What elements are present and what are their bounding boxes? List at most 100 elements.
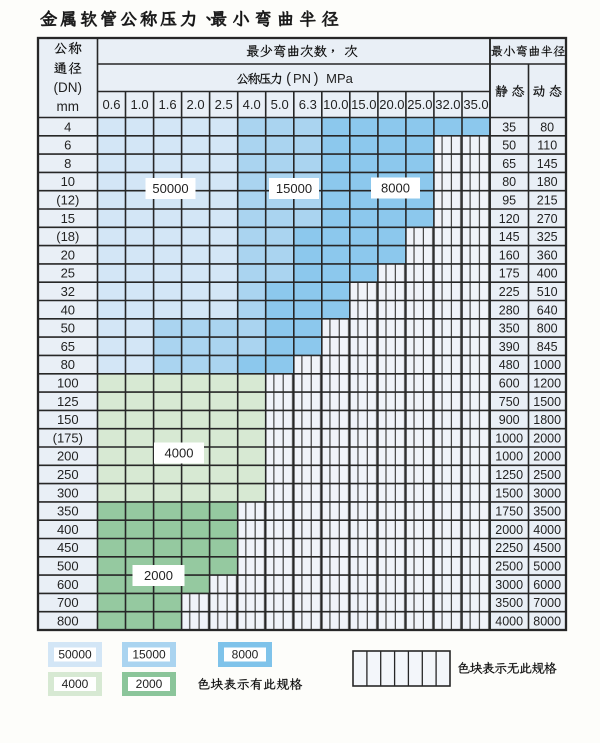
svg-text:8000: 8000: [533, 614, 561, 628]
svg-text:2000: 2000: [136, 677, 163, 691]
svg-text:1.0: 1.0: [131, 97, 149, 112]
svg-text:5000: 5000: [533, 560, 561, 574]
svg-text:15000: 15000: [276, 181, 312, 196]
svg-text:1500: 1500: [495, 486, 523, 500]
svg-text:145: 145: [537, 157, 558, 171]
svg-text:400: 400: [537, 267, 558, 281]
svg-text:80: 80: [502, 175, 516, 189]
svg-text:6000: 6000: [533, 578, 561, 592]
svg-text:280: 280: [499, 303, 520, 317]
svg-text:25.0: 25.0: [407, 97, 432, 112]
svg-text:500: 500: [57, 559, 79, 574]
svg-text:1000: 1000: [495, 450, 523, 464]
svg-text:(DN): (DN): [54, 80, 83, 95]
svg-text:3500: 3500: [533, 505, 561, 519]
svg-text:35: 35: [502, 120, 516, 134]
svg-text:1000: 1000: [495, 431, 523, 445]
svg-text:80: 80: [540, 120, 554, 134]
svg-text:2000: 2000: [495, 523, 523, 537]
svg-text:1800: 1800: [533, 413, 561, 427]
svg-text:2.5: 2.5: [215, 97, 233, 112]
svg-text:1500: 1500: [533, 395, 561, 409]
svg-text:4000: 4000: [533, 523, 561, 537]
svg-text:200: 200: [57, 449, 79, 464]
svg-text:mm: mm: [57, 99, 80, 114]
svg-text:750: 750: [499, 395, 520, 409]
svg-text:800: 800: [57, 613, 79, 628]
svg-text:175: 175: [499, 267, 520, 281]
svg-text:25: 25: [61, 266, 75, 281]
svg-text:4500: 4500: [533, 541, 561, 555]
svg-text:MPa: MPa: [326, 71, 354, 86]
svg-text:845: 845: [537, 340, 558, 354]
svg-text:1750: 1750: [495, 505, 523, 519]
svg-text:2500: 2500: [495, 560, 523, 574]
svg-text:700: 700: [57, 595, 79, 610]
svg-text:1.6: 1.6: [159, 97, 177, 112]
svg-text:1200: 1200: [533, 377, 561, 391]
svg-text:215: 215: [537, 194, 558, 208]
svg-text:120: 120: [499, 212, 520, 226]
svg-text:10.0: 10.0: [323, 97, 348, 112]
svg-text:(: (: [286, 71, 291, 87]
svg-text:(12): (12): [56, 193, 79, 208]
svg-text:450: 450: [57, 540, 79, 555]
svg-text:15.0: 15.0: [351, 97, 376, 112]
svg-text:400: 400: [57, 522, 79, 537]
svg-text:10: 10: [61, 174, 75, 189]
svg-text:2000: 2000: [533, 431, 561, 445]
svg-text:480: 480: [499, 358, 520, 372]
svg-text:65: 65: [61, 339, 75, 354]
svg-text:20: 20: [61, 247, 75, 262]
svg-text:40: 40: [61, 302, 75, 317]
svg-text:3000: 3000: [495, 578, 523, 592]
svg-text:160: 160: [499, 248, 520, 262]
svg-text:50: 50: [502, 139, 516, 153]
svg-text:100: 100: [57, 376, 79, 391]
svg-text:150: 150: [57, 412, 79, 427]
svg-text:20.0: 20.0: [379, 97, 404, 112]
svg-text:110: 110: [537, 139, 557, 153]
svg-text:250: 250: [57, 467, 79, 482]
svg-text:(175): (175): [53, 430, 83, 445]
svg-text:270: 270: [537, 212, 558, 226]
svg-text:6: 6: [64, 138, 71, 153]
svg-text:50: 50: [61, 321, 75, 336]
svg-text:2000: 2000: [144, 568, 173, 583]
svg-text:325: 325: [537, 230, 558, 244]
svg-text:15: 15: [61, 211, 75, 226]
svg-text:5.0: 5.0: [271, 97, 289, 112]
svg-text:2500: 2500: [533, 468, 561, 482]
svg-text:95: 95: [502, 194, 516, 208]
svg-text:3500: 3500: [495, 596, 523, 610]
svg-text:350: 350: [499, 322, 520, 336]
svg-text:4: 4: [64, 119, 71, 134]
svg-text:125: 125: [57, 394, 79, 409]
svg-text:80: 80: [61, 357, 75, 372]
svg-text:8000: 8000: [381, 181, 410, 196]
svg-text:300: 300: [57, 485, 79, 500]
svg-text:2250: 2250: [495, 541, 523, 555]
svg-text:2.0: 2.0: [187, 97, 205, 112]
svg-text:510: 510: [537, 285, 558, 299]
svg-text:8000: 8000: [232, 648, 259, 662]
svg-text:225: 225: [499, 285, 520, 299]
svg-text:35.0: 35.0: [463, 97, 488, 112]
svg-text:4000: 4000: [165, 446, 194, 461]
svg-text:0.6: 0.6: [102, 97, 120, 112]
svg-text:600: 600: [499, 377, 520, 391]
svg-text:15000: 15000: [132, 648, 166, 662]
svg-text:): ): [314, 71, 319, 87]
svg-text:1000: 1000: [533, 358, 561, 372]
svg-text:350: 350: [57, 504, 79, 519]
svg-text:4000: 4000: [62, 677, 89, 691]
svg-text:8: 8: [64, 156, 71, 171]
svg-text:900: 900: [499, 413, 520, 427]
svg-text:180: 180: [537, 175, 558, 189]
svg-text:390: 390: [499, 340, 520, 354]
svg-text:32: 32: [61, 284, 75, 299]
svg-text:50000: 50000: [58, 648, 92, 662]
svg-text:PN: PN: [293, 71, 311, 86]
svg-text:6.3: 6.3: [299, 97, 317, 112]
svg-text:32.0: 32.0: [435, 97, 460, 112]
